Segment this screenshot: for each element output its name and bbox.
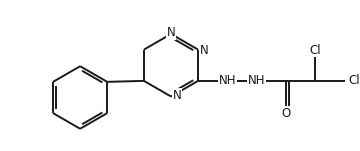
Text: O: O — [282, 107, 291, 120]
Text: N: N — [167, 26, 175, 40]
Text: N: N — [173, 89, 182, 102]
Text: NH: NH — [248, 74, 265, 87]
Text: Cl: Cl — [310, 44, 321, 57]
Text: Cl: Cl — [348, 74, 360, 87]
Text: NH: NH — [219, 74, 236, 87]
Text: N: N — [200, 44, 209, 57]
